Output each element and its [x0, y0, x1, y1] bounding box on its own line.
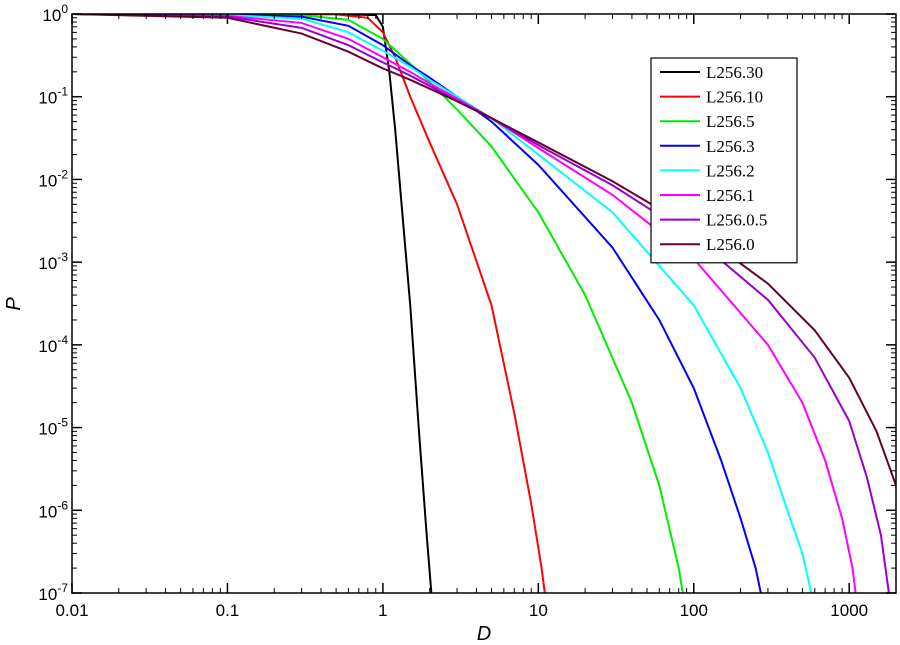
legend-label: L256.3 [706, 137, 755, 156]
legend-label: L256.0 [706, 235, 755, 254]
y-tick-label: 10-4 [38, 333, 68, 356]
series-layer [72, 14, 896, 593]
legend-box [650, 57, 798, 264]
x-tick-label: 1000 [830, 601, 868, 620]
legend-label: L256.2 [706, 161, 755, 180]
x-tick-label: 10 [529, 601, 548, 620]
legend: L256.30 L256.10 L256.5 L256.3 L256.2 L256.1 L2… [650, 57, 798, 264]
series-line-5 [72, 14, 857, 593]
y-tick-label: 10-3 [38, 250, 68, 273]
legend-label: L256.30 [706, 63, 763, 82]
series-line-1 [72, 14, 546, 593]
ticks-layer: 0.01 0.1 1 10 100 1000 100 10-1 10-2 10-3 10-4 10-5… [38, 2, 897, 620]
series-line-3 [72, 14, 762, 593]
series-line-7 [72, 14, 896, 489]
series-line-2 [72, 14, 684, 593]
y-tick-label: 10-5 [38, 416, 68, 439]
x-tick-label: 100 [680, 601, 708, 620]
y-tick-label: 100 [42, 2, 68, 25]
series-line-6 [72, 14, 890, 593]
legend-label: L256.10 [706, 88, 763, 107]
x-tick-label: 0.01 [55, 601, 88, 620]
legend-label: L256.0.5 [706, 211, 767, 230]
plot-frame [71, 13, 897, 594]
x-tick-label: 1 [378, 601, 387, 620]
y-tick-label: 10-7 [38, 581, 68, 604]
x-tick-label: 0.1 [216, 601, 240, 620]
y-axis-title: P [3, 297, 25, 311]
series-line-0 [72, 14, 433, 593]
legend-label: L256.5 [706, 112, 755, 131]
y-tick-label: 10-1 [38, 85, 68, 108]
y-tick-label: 10-6 [38, 498, 68, 521]
legend-label: L256.1 [706, 186, 755, 205]
y-tick-label: 10-2 [38, 167, 68, 190]
x-axis-title: D [477, 623, 491, 645]
